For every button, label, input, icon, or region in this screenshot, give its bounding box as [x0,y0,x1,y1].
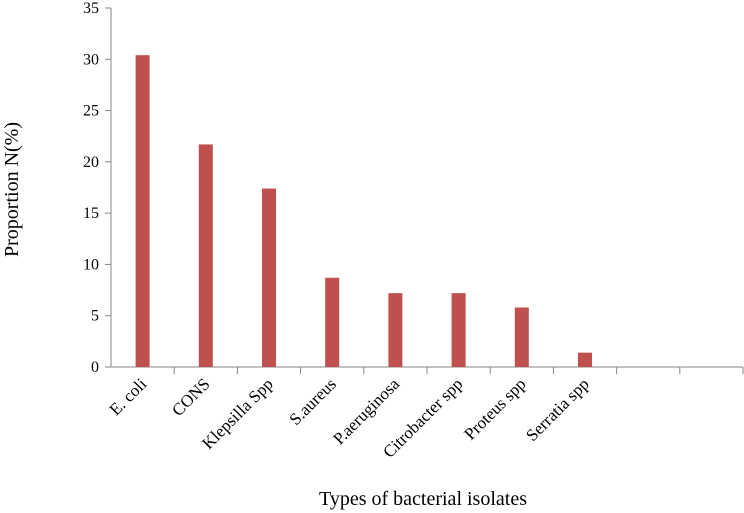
x-tick-label: Proteus spp [460,374,529,443]
x-tick-label: S.aureus [286,374,341,429]
bar [578,352,592,367]
bar [325,277,340,367]
y-tick-label: 35 [83,0,99,17]
bar-series [135,55,592,367]
y-tick-label: 0 [91,359,99,376]
y-tick-label: 5 [91,308,99,325]
x-tick-label: E. coli [106,374,151,419]
x-axis-title: Types of bacterial isolates [319,488,527,510]
bar [451,293,466,367]
bar [198,144,213,367]
y-axis-title: Proportion N(%) [1,122,23,257]
y-tick-label: 30 [83,51,99,68]
bar [388,293,403,367]
x-tick-label: CONS [168,374,214,420]
y-tick-label: 10 [83,256,99,273]
bar [135,55,150,367]
y-tick-label: 15 [83,205,99,222]
y-tick-label: 20 [83,154,99,171]
y-axis: 0 5 10 15 20 25 30 35 [83,0,112,376]
x-tick-label: Serratia spp [522,374,593,445]
y-tick-label: 25 [83,103,99,120]
bar [514,307,529,367]
bar [262,188,276,367]
